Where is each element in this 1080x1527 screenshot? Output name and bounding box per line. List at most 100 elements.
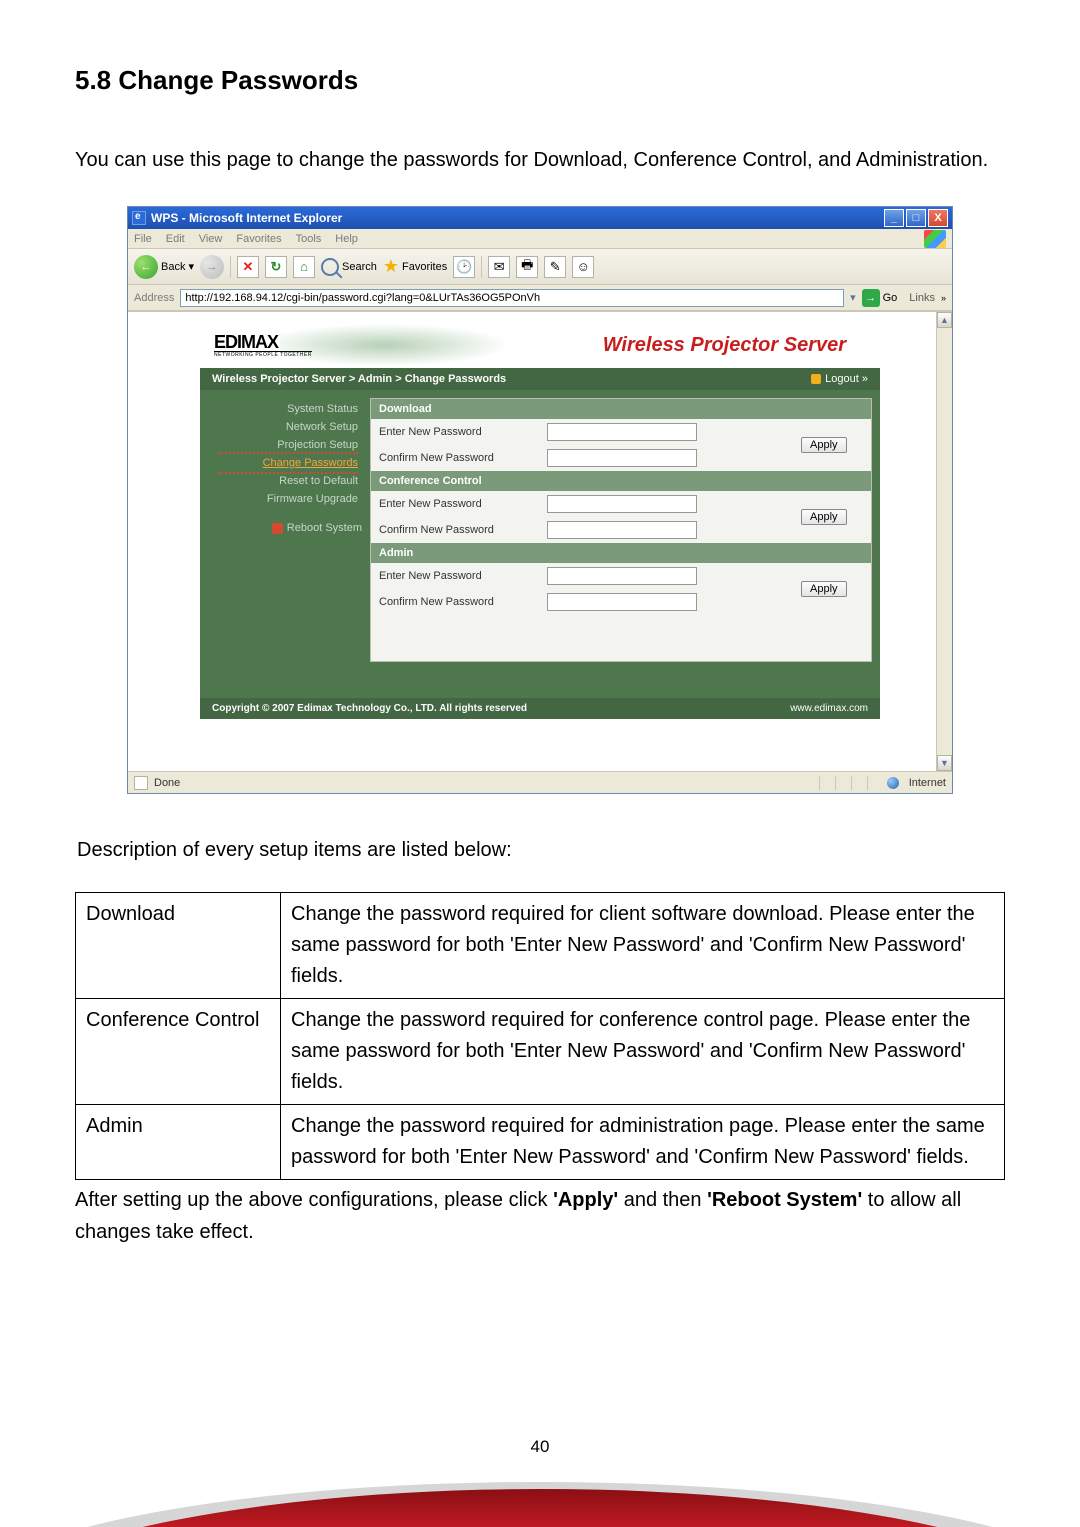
menu-favorites[interactable]: Favorites bbox=[236, 233, 281, 245]
wps-title: Wireless Projector Server bbox=[603, 334, 866, 357]
mail-button[interactable]: ✉ bbox=[488, 256, 510, 278]
breadcrumb: Wireless Projector Server > Admin > Chan… bbox=[200, 368, 880, 390]
menu-tools[interactable]: Tools bbox=[296, 233, 322, 245]
page-number: 40 bbox=[0, 1437, 1080, 1457]
sidebar-item-network-setup[interactable]: Network Setup bbox=[208, 418, 362, 436]
description-table: Download Change the password required fo… bbox=[75, 892, 1005, 1180]
favorites-button[interactable]: ★ Favorites bbox=[383, 256, 447, 277]
back-button[interactable]: ← Back ▾ bbox=[134, 255, 194, 279]
logout-link[interactable]: Logout » bbox=[811, 373, 868, 385]
download-enter-label: Enter New Password bbox=[379, 426, 539, 438]
admin-confirm-label: Confirm New Password bbox=[379, 596, 539, 608]
menu-file[interactable]: File bbox=[134, 233, 152, 245]
menu-help[interactable]: Help bbox=[335, 233, 358, 245]
messenger-button[interactable]: ☺ bbox=[572, 256, 594, 278]
forward-button[interactable]: → bbox=[200, 255, 224, 279]
stop-button[interactable]: ✕ bbox=[237, 256, 259, 278]
table-row: Conference Control Change the password r… bbox=[76, 999, 1005, 1105]
intro-text: You can use this page to change the pass… bbox=[75, 144, 1005, 176]
sidebar-item-change-passwords[interactable]: Change Passwords bbox=[208, 454, 362, 472]
conference-confirm-label: Confirm New Password bbox=[379, 524, 539, 536]
address-input[interactable] bbox=[180, 289, 844, 307]
address-dropdown-icon[interactable]: ▾ bbox=[850, 291, 856, 304]
reboot-icon bbox=[272, 523, 283, 534]
search-button[interactable]: Search bbox=[321, 258, 377, 276]
admin-enter-label: Enter New Password bbox=[379, 570, 539, 582]
back-label: Back bbox=[161, 261, 185, 273]
go-button[interactable]: → Go bbox=[862, 289, 898, 307]
section-heading: 5.8 Change Passwords bbox=[75, 65, 1005, 96]
conference-confirm-input[interactable] bbox=[547, 521, 697, 539]
close-button[interactable]: X bbox=[928, 209, 948, 227]
titlebar: WPS - Microsoft Internet Explorer _ □ X bbox=[128, 207, 952, 229]
sidebar-item-system-status[interactable]: System Status bbox=[208, 400, 362, 418]
history-button[interactable]: 🕑 bbox=[453, 256, 475, 278]
scroll-up-icon[interactable]: ▲ bbox=[937, 312, 952, 328]
search-icon bbox=[321, 258, 339, 276]
conference-enter-label: Enter New Password bbox=[379, 498, 539, 510]
after-text-part: After setting up the above configuration… bbox=[75, 1189, 553, 1211]
reboot-label: Reboot System bbox=[287, 522, 362, 534]
scroll-down-icon[interactable]: ▼ bbox=[937, 755, 952, 771]
table-row: Download Change the password required fo… bbox=[76, 893, 1005, 999]
zone-label: Internet bbox=[909, 777, 946, 789]
settings-panel: Download Enter New Password Confirm New … bbox=[370, 398, 872, 662]
page-content: ▲ ▼ EDIMAX NETWORKING PEOPLE TOGETHER Wi… bbox=[128, 311, 952, 771]
separator bbox=[230, 256, 231, 278]
site-link[interactable]: www.edimax.com bbox=[790, 703, 868, 714]
go-icon: → bbox=[862, 289, 880, 307]
download-confirm-input[interactable] bbox=[547, 449, 697, 467]
address-label: Address bbox=[134, 292, 174, 304]
sidebar: System Status Network Setup Projection S… bbox=[200, 390, 370, 670]
ie-icon bbox=[132, 211, 146, 225]
admin-apply-button[interactable]: Apply bbox=[801, 581, 847, 597]
download-apply-button[interactable]: Apply bbox=[801, 437, 847, 453]
section-header-conference: Conference Control bbox=[371, 471, 871, 491]
window-title: WPS - Microsoft Internet Explorer bbox=[151, 211, 884, 225]
sidebar-item-reset-default[interactable]: Reset to Default bbox=[208, 472, 362, 490]
separator bbox=[481, 256, 482, 278]
refresh-button[interactable]: ↻ bbox=[265, 256, 287, 278]
sidebar-item-reboot[interactable]: Reboot System bbox=[272, 522, 362, 534]
after-text-reboot: 'Reboot System' bbox=[707, 1189, 862, 1211]
edimax-logo: EDIMAX bbox=[214, 333, 312, 352]
edimax-tagline: NETWORKING PEOPLE TOGETHER bbox=[214, 352, 312, 358]
cell-value: Change the password required for confere… bbox=[281, 999, 1005, 1105]
conference-apply-button[interactable]: Apply bbox=[801, 509, 847, 525]
minimize-button[interactable]: _ bbox=[884, 209, 904, 227]
admin-confirm-input[interactable] bbox=[547, 593, 697, 611]
home-button[interactable]: ⌂ bbox=[293, 256, 315, 278]
download-confirm-label: Confirm New Password bbox=[379, 452, 539, 464]
menu-bar: File Edit View Favorites Tools Help bbox=[128, 229, 952, 249]
vertical-scrollbar[interactable]: ▲ ▼ bbox=[936, 312, 952, 771]
cell-key: Conference Control bbox=[76, 999, 281, 1105]
browser-window: WPS - Microsoft Internet Explorer _ □ X … bbox=[127, 206, 953, 794]
cell-key: Admin bbox=[76, 1105, 281, 1180]
admin-enter-input[interactable] bbox=[547, 567, 697, 585]
after-text-apply: 'Apply' bbox=[553, 1189, 618, 1211]
chevron-down-icon: ▾ bbox=[188, 260, 194, 273]
wps-header: EDIMAX NETWORKING PEOPLE TOGETHER Wirele… bbox=[200, 322, 880, 368]
section-header-admin: Admin bbox=[371, 543, 871, 563]
print-button[interactable]: 🖶 bbox=[516, 256, 538, 278]
cell-value: Change the password required for client … bbox=[281, 893, 1005, 999]
logout-icon bbox=[811, 374, 821, 384]
footer-decoration bbox=[0, 1467, 1080, 1527]
menu-edit[interactable]: Edit bbox=[166, 233, 185, 245]
windows-logo-icon bbox=[924, 230, 946, 248]
edit-button[interactable]: ✎ bbox=[544, 256, 566, 278]
internet-zone-icon bbox=[887, 777, 899, 789]
download-enter-input[interactable] bbox=[547, 423, 697, 441]
back-icon: ← bbox=[134, 255, 158, 279]
menu-view[interactable]: View bbox=[199, 233, 223, 245]
search-label: Search bbox=[342, 261, 377, 273]
links-label[interactable]: Links bbox=[909, 292, 935, 304]
maximize-button[interactable]: □ bbox=[906, 209, 926, 227]
conference-enter-input[interactable] bbox=[547, 495, 697, 513]
logout-label: Logout » bbox=[825, 373, 868, 385]
table-row: Admin Change the password required for a… bbox=[76, 1105, 1005, 1180]
status-bar: Done Internet bbox=[128, 771, 952, 793]
sidebar-item-firmware-upgrade[interactable]: Firmware Upgrade bbox=[208, 490, 362, 508]
cell-key: Download bbox=[76, 893, 281, 999]
section-header-download: Download bbox=[371, 399, 871, 419]
